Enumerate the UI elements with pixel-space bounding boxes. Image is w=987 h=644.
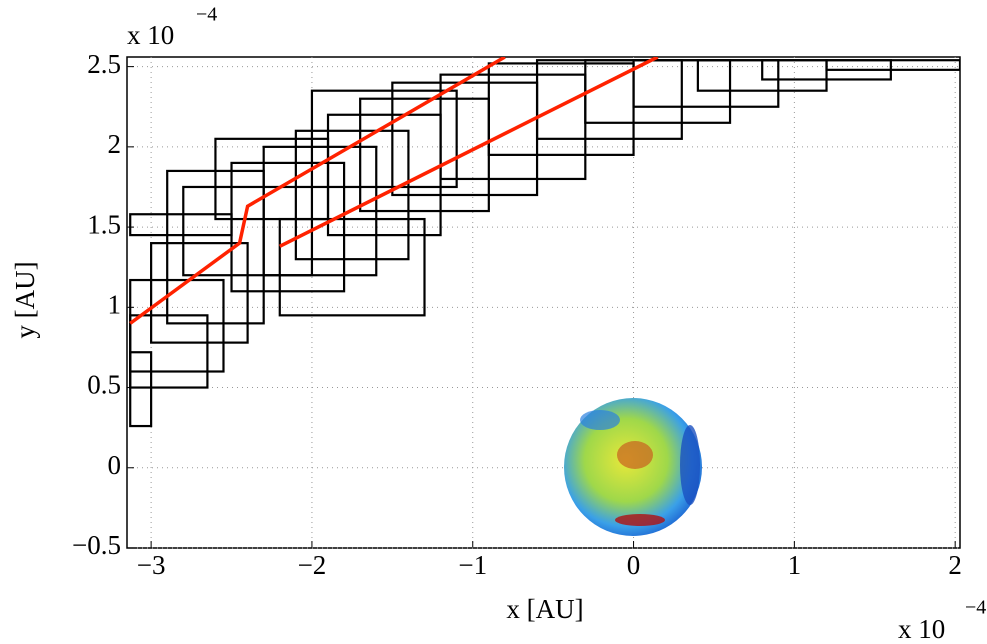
plot-area	[126, 56, 961, 549]
x-tick-label: 0	[627, 550, 641, 580]
y-tick-label: 1	[108, 290, 122, 320]
marks	[129, 57, 960, 428]
x-tick-label: −1	[458, 550, 487, 580]
box	[129, 213, 233, 237]
box	[278, 217, 426, 317]
box	[129, 351, 153, 428]
x-tick-label: 1	[788, 550, 802, 580]
x-exponent: x 10	[898, 614, 945, 644]
box	[129, 278, 225, 373]
box	[214, 137, 330, 221]
y-tick-label: −0.5	[72, 530, 121, 560]
y-tick-label: 0.5	[87, 370, 121, 400]
earth	[564, 398, 702, 536]
x-tick-label: −2	[298, 550, 327, 580]
box	[487, 62, 635, 156]
y-axis-label: y [AU]	[10, 261, 40, 338]
trajectory-line	[129, 57, 506, 325]
trajectory-line	[278, 57, 659, 248]
x-exponent-power: −4	[965, 597, 986, 619]
box	[150, 242, 249, 344]
x-tick-label: 2	[948, 550, 962, 580]
box	[825, 59, 960, 71]
y-tick-label: 2.5	[87, 49, 121, 79]
y-tick-label: 1.5	[87, 209, 121, 239]
y-tick-label: 2	[108, 129, 122, 159]
box	[439, 73, 587, 181]
box	[310, 89, 458, 189]
x-axis-label: x [AU]	[506, 594, 583, 624]
labels: x [AU] y [AU] x 10 −4 x 10 −4 −3 −2 −1 0 1 2 −…	[10, 4, 986, 644]
y-exponent-power: −4	[196, 4, 217, 26]
y-tick-label: 0	[108, 450, 122, 480]
x-tick-label: −3	[137, 550, 166, 580]
y-exponent: x 10	[127, 20, 174, 50]
